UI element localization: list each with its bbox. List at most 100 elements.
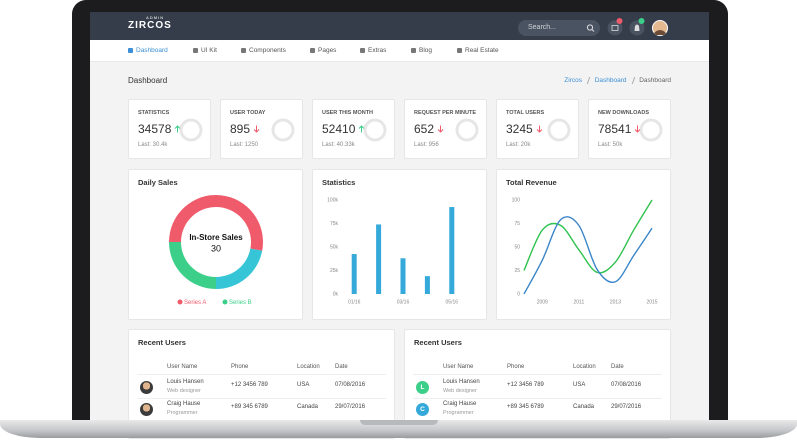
stat-icon [179,118,203,142]
chart-title: Total Revenue [506,178,557,187]
donut-center-value: 30 [211,243,221,253]
menu-label: Pages [318,47,337,54]
user-role: Programmer [443,410,474,416]
chart-card: Total Revenue 0 25 50 75 100 2009 2011 2013 2015 [496,169,671,320]
stat-icon-shape [179,118,203,142]
x-tick-label: 2009 [537,299,548,305]
trend-arrow-shape [635,125,641,133]
stat-row: 3245 [506,122,543,136]
menu-item[interactable]: Real Estate [457,47,499,54]
stat-icon [639,118,663,142]
bar [449,207,455,294]
search-icon-handle [591,29,595,32]
stat-row: 895 [230,122,260,136]
stat-value: 895 [230,122,251,136]
menu-item[interactable]: UI Kit [193,47,217,54]
avatar-photo [140,381,153,394]
menu-item[interactable]: Pages [310,47,336,54]
column-header: Date [335,364,348,370]
menu-icon [411,48,416,53]
messages-button[interactable] [607,20,623,36]
y-tick-label: 50k [330,244,339,250]
legend-dot [177,299,183,305]
y-tick-label: 0 [517,291,520,297]
notifications-icon [634,24,640,31]
menu-item[interactable]: Blog [411,47,432,54]
stat-icon [455,118,479,142]
menu-label: Blog [419,47,433,54]
stat-value: 78541 [598,122,632,136]
user-phone: +89 345 6789 [507,404,544,410]
legend-label: Series A [184,300,206,306]
stat-value: 3245 [506,122,533,136]
stat-card: NEW DOWNLOADS 78541 Last: 50k [588,99,671,159]
stat-label: STATISTICS [138,110,170,116]
stat-icon-shape [639,118,663,142]
menu-icon [360,48,365,53]
stat-label: NEW DOWNLOADS [598,110,650,116]
y-tick-label: 75 [514,221,520,227]
logo[interactable]: ZIRCOS [128,20,172,31]
trend-arrow [359,125,365,133]
y-tick-label: 25k [330,268,339,274]
bar [376,224,382,294]
user-name: Craig Hause [167,401,201,407]
x-tick-label: 03/16 [397,299,410,305]
stat-icon-shape [363,118,387,142]
search-box[interactable] [518,20,600,36]
trend-arrow-shape [253,125,260,133]
menu-icon [128,48,133,53]
chart-card: Daily Sales In-Store Sales 30 Series A Serie… [128,169,303,320]
stat-last: Last: 50k [598,142,623,148]
search-icon[interactable] [586,24,594,31]
donut-center-label: In-Store Sales [189,233,243,242]
breadcrumb: Zircos Dashboard Dashboard [564,77,671,84]
menu-label: Real Estate [465,47,499,54]
stat-icon [547,118,571,142]
stat-card: STATISTICS 34578 Last: 30.4k [128,99,211,159]
bar [424,276,430,294]
table-title: Recent Users [138,338,186,347]
menu-icon [310,48,315,53]
row-divider [137,398,386,399]
menu-item[interactable]: Extras [360,47,386,54]
user-location: USA [297,382,310,388]
menu-icon [457,48,462,53]
y-tick-label: 50 [514,244,520,250]
row-divider [413,374,662,375]
y-tick-label: 100k [327,197,338,203]
column-header: User Name [167,364,198,370]
breadcrumb-item[interactable]: Dashboard [594,77,627,84]
avatar-photo [140,403,153,416]
stat-label: REQUEST PER MINUTE [414,110,477,116]
y-tick-label: 0k [333,291,339,297]
search-placeholder: Search... [528,24,557,31]
notifications-badge [638,18,645,24]
row-divider [413,398,662,399]
y-tick-label: 100 [512,197,521,203]
user-location: Canada [297,404,319,410]
breadcrumb-item[interactable]: Zircos [564,77,582,84]
trend-arrow [175,125,181,133]
stat-icon [271,118,295,142]
legend-label: Series B [229,300,252,306]
menu-item[interactable]: Components [241,47,286,54]
stat-value: 652 [414,122,435,136]
user-date: 07/08/2016 [335,382,366,388]
x-tick-label: 2011 [573,299,584,305]
menu-item[interactable]: Dashboard [128,47,168,54]
column-header: Date [611,364,624,370]
stat-icon [363,118,387,142]
user-phone: +12 3456 789 [231,382,268,388]
stat-value: 34578 [138,122,172,136]
line-series [523,216,653,295]
breadcrumb-item: Dashboard [639,77,671,84]
column-header: Location [573,364,596,370]
column-header: Phone [507,364,525,370]
donut-slice [169,242,216,289]
y-tick-label: 75k [330,221,339,227]
user-location: Canada [573,404,595,410]
stat-card: USER TODAY 895 Last: 1250 [220,99,303,159]
column-header: Location [297,364,320,370]
bar [400,258,406,294]
